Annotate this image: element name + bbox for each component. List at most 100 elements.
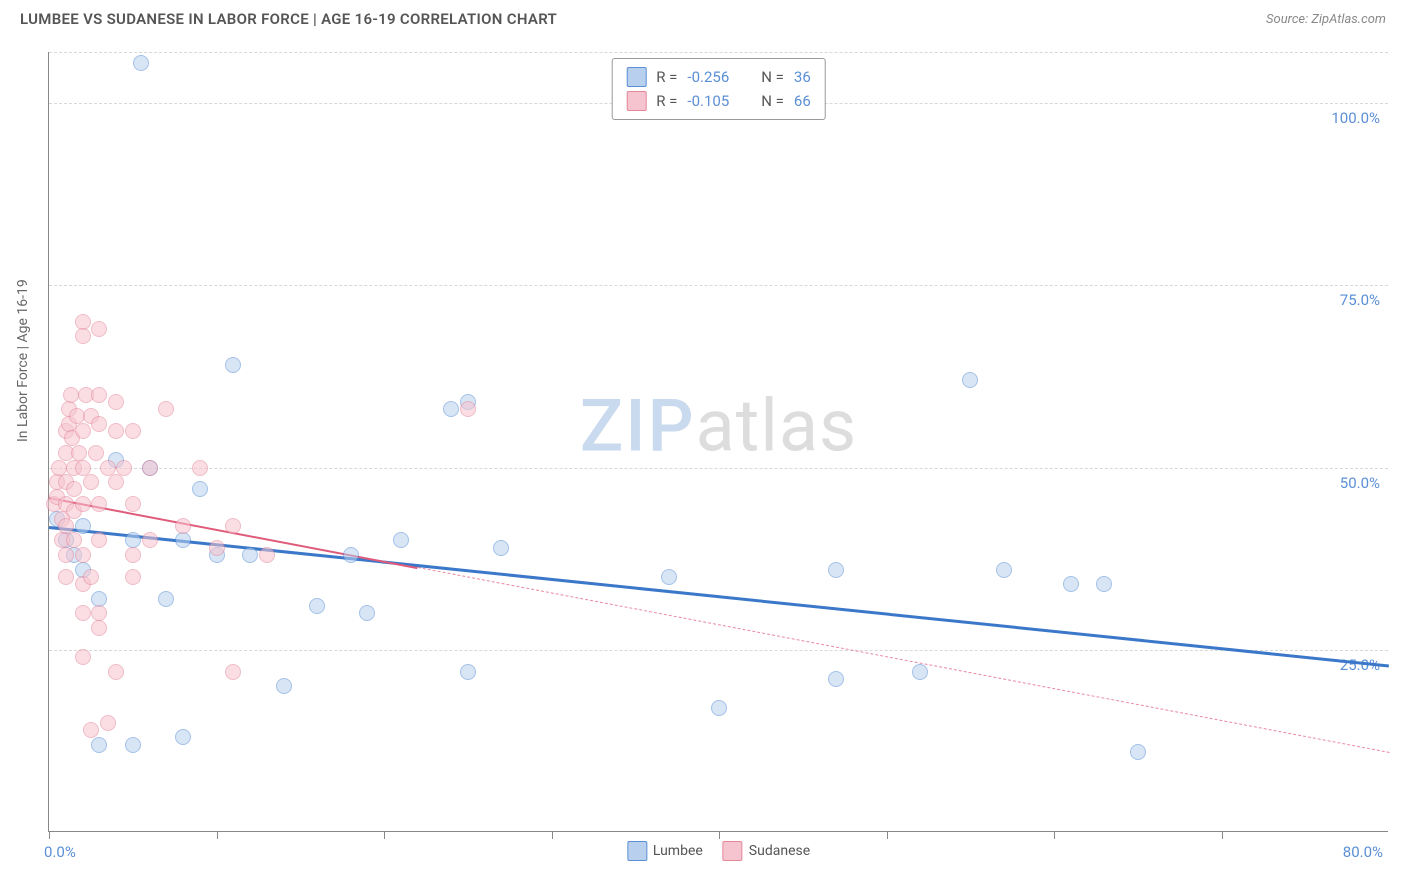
scatter-point <box>1063 576 1079 592</box>
scatter-point <box>175 518 191 534</box>
scatter-point <box>460 664 476 680</box>
watermark-atlas: atlas <box>696 383 858 468</box>
scatter-point <box>75 423 91 439</box>
scatter-point <box>75 518 91 534</box>
y-axis-label: In Labor Force | Age 16-19 <box>15 279 31 442</box>
scatter-point <box>359 605 375 621</box>
scatter-point <box>108 664 124 680</box>
x-tick <box>887 831 888 839</box>
legend-n-label: N = <box>761 68 784 86</box>
legend-swatch <box>626 91 646 111</box>
scatter-point <box>75 460 91 476</box>
scatter-point <box>493 540 509 556</box>
scatter-point <box>125 423 141 439</box>
scatter-point <box>711 700 727 716</box>
scatter-point <box>58 547 74 563</box>
gridline <box>49 285 1388 286</box>
legend-n-label: N = <box>761 92 784 110</box>
x-tick-label: 80.0% <box>1343 843 1383 861</box>
scatter-point <box>175 729 191 745</box>
x-tick <box>719 831 720 839</box>
scatter-point <box>962 372 978 388</box>
scatter-point <box>91 620 107 636</box>
y-tick-label: 50.0% <box>1340 474 1380 492</box>
watermark: ZIPatlas <box>580 383 857 468</box>
legend-n-value: 66 <box>794 92 811 110</box>
scatter-point <box>142 460 158 476</box>
scatter-point <box>209 540 225 556</box>
scatter-point <box>116 460 132 476</box>
scatter-point <box>75 649 91 665</box>
gridline <box>49 650 1388 651</box>
legend-series-label: Sudanese <box>749 843 810 859</box>
chart-source: Source: ZipAtlas.com <box>1266 12 1386 27</box>
scatter-point <box>225 518 241 534</box>
scatter-point <box>276 678 292 694</box>
scatter-point <box>309 598 325 614</box>
scatter-point <box>343 547 359 563</box>
chart-title: LUMBEE VS SUDANESE IN LABOR FORCE | AGE … <box>20 10 557 28</box>
legend-row: R =-0.105N =66 <box>626 89 811 113</box>
scatter-point <box>828 671 844 687</box>
scatter-point <box>75 605 91 621</box>
scatter-point <box>91 416 107 432</box>
plot-area: ZIPatlas R =-0.256N =36R =-0.105N =66 Lu… <box>48 52 1388 832</box>
legend-swatch <box>627 841 647 861</box>
scatter-point <box>91 737 107 753</box>
scatter-point <box>158 401 174 417</box>
y-tick-label: 75.0% <box>1340 291 1380 309</box>
scatter-point <box>133 55 149 71</box>
watermark-zip: ZIP <box>580 383 696 468</box>
x-tick <box>1222 831 1223 839</box>
scatter-point <box>91 496 107 512</box>
scatter-point <box>1096 576 1112 592</box>
legend-correlation: R =-0.256N =36R =-0.105N =66 <box>611 58 826 120</box>
y-tick-label: 100.0% <box>1331 109 1380 127</box>
scatter-point <box>108 394 124 410</box>
scatter-point <box>242 547 258 563</box>
legend-n-value: 36 <box>794 68 811 86</box>
scatter-point <box>996 562 1012 578</box>
scatter-point <box>75 328 91 344</box>
legend-swatch <box>723 841 743 861</box>
scatter-point <box>108 423 124 439</box>
scatter-point <box>58 569 74 585</box>
scatter-point <box>259 547 275 563</box>
scatter-point <box>91 387 107 403</box>
x-tick <box>384 831 385 839</box>
scatter-point <box>108 474 124 490</box>
x-tick-label: 0.0% <box>44 843 76 861</box>
scatter-point <box>91 321 107 337</box>
scatter-point <box>912 664 928 680</box>
scatter-point <box>125 547 141 563</box>
scatter-point <box>100 715 116 731</box>
x-tick <box>217 831 218 839</box>
scatter-point <box>192 481 208 497</box>
scatter-point <box>58 518 74 534</box>
scatter-point <box>1130 744 1146 760</box>
scatter-point <box>142 532 158 548</box>
gridline <box>49 468 1388 469</box>
gridline <box>49 52 1388 53</box>
scatter-point <box>75 547 91 563</box>
legend-r-value: -0.256 <box>687 68 729 86</box>
trendline-dashed <box>417 567 1389 753</box>
scatter-point <box>66 532 82 548</box>
scatter-point <box>393 532 409 548</box>
scatter-point <box>225 664 241 680</box>
scatter-point <box>71 445 87 461</box>
scatter-point <box>83 569 99 585</box>
scatter-point <box>225 357 241 373</box>
legend-series-item: Sudanese <box>723 841 810 861</box>
scatter-point <box>66 481 82 497</box>
scatter-point <box>828 562 844 578</box>
scatter-point <box>443 401 459 417</box>
scatter-point <box>661 569 677 585</box>
legend-series-label: Lumbee <box>653 843 703 859</box>
legend-series: Lumbee Sudanese <box>627 841 810 861</box>
scatter-point <box>75 496 91 512</box>
scatter-point <box>91 532 107 548</box>
scatter-point <box>83 722 99 738</box>
x-tick <box>1054 831 1055 839</box>
legend-row: R =-0.256N =36 <box>626 65 811 89</box>
